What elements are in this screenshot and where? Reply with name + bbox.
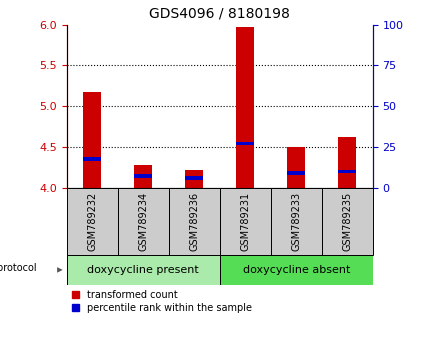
Bar (338, 170, 356, 173)
Title: GDS4096 / 8180198: GDS4096 / 8180198 (149, 7, 289, 21)
Text: GSM789233: GSM789233 (291, 192, 301, 251)
Bar (185, 170, 203, 188)
Bar (185, 176, 203, 180)
FancyBboxPatch shape (169, 188, 219, 255)
Bar (83, 92, 101, 188)
Bar (338, 137, 356, 188)
Text: GSM789236: GSM789236 (189, 192, 199, 251)
FancyBboxPatch shape (67, 188, 117, 255)
FancyBboxPatch shape (219, 255, 372, 285)
Bar (134, 175, 152, 178)
FancyBboxPatch shape (219, 188, 270, 255)
FancyBboxPatch shape (321, 188, 372, 255)
Bar (83, 157, 101, 161)
FancyBboxPatch shape (67, 255, 219, 285)
Bar (134, 165, 152, 188)
Text: GSM789231: GSM789231 (240, 192, 250, 251)
Text: GSM789232: GSM789232 (87, 192, 97, 251)
Bar (287, 171, 304, 175)
Legend: transformed count, percentile rank within the sample: transformed count, percentile rank withi… (71, 290, 252, 313)
Text: GSM789234: GSM789234 (138, 192, 148, 251)
FancyBboxPatch shape (117, 188, 169, 255)
Text: doxycycline present: doxycycline present (87, 265, 199, 275)
Bar (236, 27, 254, 188)
Text: GSM789235: GSM789235 (341, 192, 351, 251)
Text: doxycycline absent: doxycycline absent (242, 265, 349, 275)
Text: growth protocol: growth protocol (0, 263, 37, 273)
Bar (287, 147, 304, 188)
Bar (236, 142, 254, 145)
FancyBboxPatch shape (270, 188, 321, 255)
